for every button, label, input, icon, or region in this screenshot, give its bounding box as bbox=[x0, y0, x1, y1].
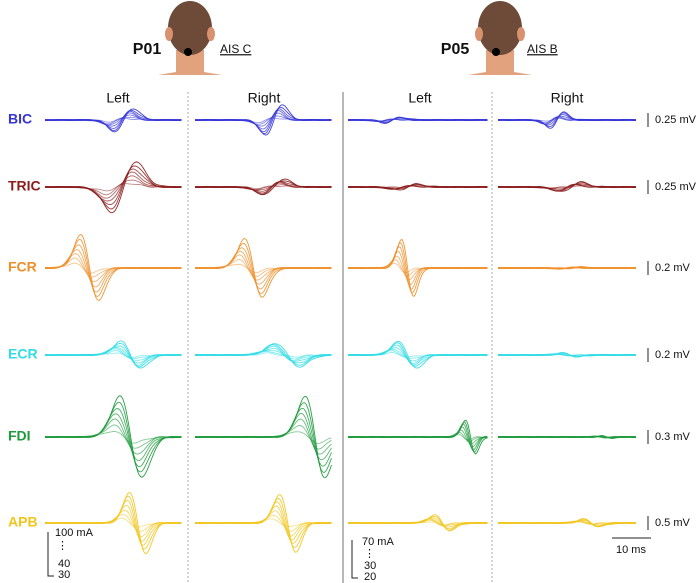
participant-id: P05 bbox=[441, 41, 470, 58]
head-icon bbox=[468, 1, 532, 75]
side-label: Left bbox=[408, 90, 431, 106]
amplitude-scale-label: 0.25 mV bbox=[655, 181, 697, 193]
emg-trace bbox=[498, 435, 637, 439]
emg-trace bbox=[347, 340, 488, 369]
muscle-label: FCR bbox=[8, 259, 37, 275]
side-label: Right bbox=[248, 90, 281, 106]
emg-trace bbox=[194, 343, 332, 368]
intensity-dots: ⋮ bbox=[57, 540, 68, 552]
emg-trace bbox=[44, 395, 182, 478]
intensity-legend bbox=[47, 532, 358, 579]
emg-trace bbox=[194, 104, 332, 136]
emg-trace bbox=[44, 408, 182, 468]
muscle-label: BIC bbox=[8, 111, 32, 127]
emg-trace bbox=[194, 494, 332, 553]
muscle-label: ECR bbox=[8, 346, 38, 362]
muscle-label: TRIC bbox=[8, 178, 41, 194]
amplitude-scale-label: 0.2 mV bbox=[655, 349, 691, 361]
intensity-min: 20 bbox=[364, 571, 376, 583]
head-icon bbox=[158, 1, 222, 75]
ais-grade: AIS C bbox=[220, 42, 252, 56]
emg-trace bbox=[44, 168, 182, 206]
muscle-label: FDI bbox=[8, 428, 31, 444]
emg-trace bbox=[498, 352, 637, 358]
emg-trace bbox=[347, 514, 488, 532]
intensity-max: 70 mA bbox=[362, 536, 394, 548]
emg-trace bbox=[347, 238, 488, 297]
ais-grade: AIS B bbox=[527, 42, 558, 56]
emg-trace bbox=[44, 340, 182, 369]
emg-trace bbox=[194, 178, 332, 196]
emg-trace bbox=[347, 242, 488, 294]
emg-trace bbox=[44, 233, 182, 301]
emg-trace bbox=[194, 237, 332, 298]
intensity-mid: 30 bbox=[364, 560, 376, 572]
emg-trace bbox=[194, 395, 332, 479]
emg-trace bbox=[44, 108, 182, 133]
amplitude-scale-label: 0.3 mV bbox=[655, 431, 691, 443]
amplitude-scale-label: 0.2 mV bbox=[655, 262, 691, 274]
intensity-min: 30 bbox=[58, 569, 70, 581]
emg-trace bbox=[44, 238, 182, 298]
side-label: Right bbox=[551, 90, 584, 106]
side-label: Left bbox=[106, 90, 129, 106]
emg-trace bbox=[44, 161, 182, 214]
participant-id: P01 bbox=[133, 41, 162, 58]
emg-trace bbox=[497, 114, 637, 126]
emg-trace bbox=[44, 491, 182, 555]
intensity-mid: 40 bbox=[58, 558, 70, 570]
time-scale-label: 10 ms bbox=[616, 544, 646, 556]
muscle-label: APB bbox=[8, 514, 38, 530]
intensity-dots: ⋮ bbox=[364, 548, 375, 560]
emg-trace bbox=[347, 116, 488, 124]
emg-trace bbox=[498, 181, 637, 192]
emg-trace bbox=[44, 499, 182, 546]
intensity-max: 100 mA bbox=[55, 527, 94, 539]
emg-trace bbox=[498, 266, 637, 270]
emg-trace bbox=[497, 183, 637, 192]
amplitude-scale-label: 0.5 mV bbox=[655, 517, 691, 529]
emg-trace bbox=[498, 518, 637, 528]
emg-trace bbox=[347, 419, 488, 455]
emg-trace bbox=[347, 183, 488, 191]
emg-trace bbox=[498, 111, 637, 129]
amplitude-scale-label: 0.25 mV bbox=[655, 114, 697, 126]
